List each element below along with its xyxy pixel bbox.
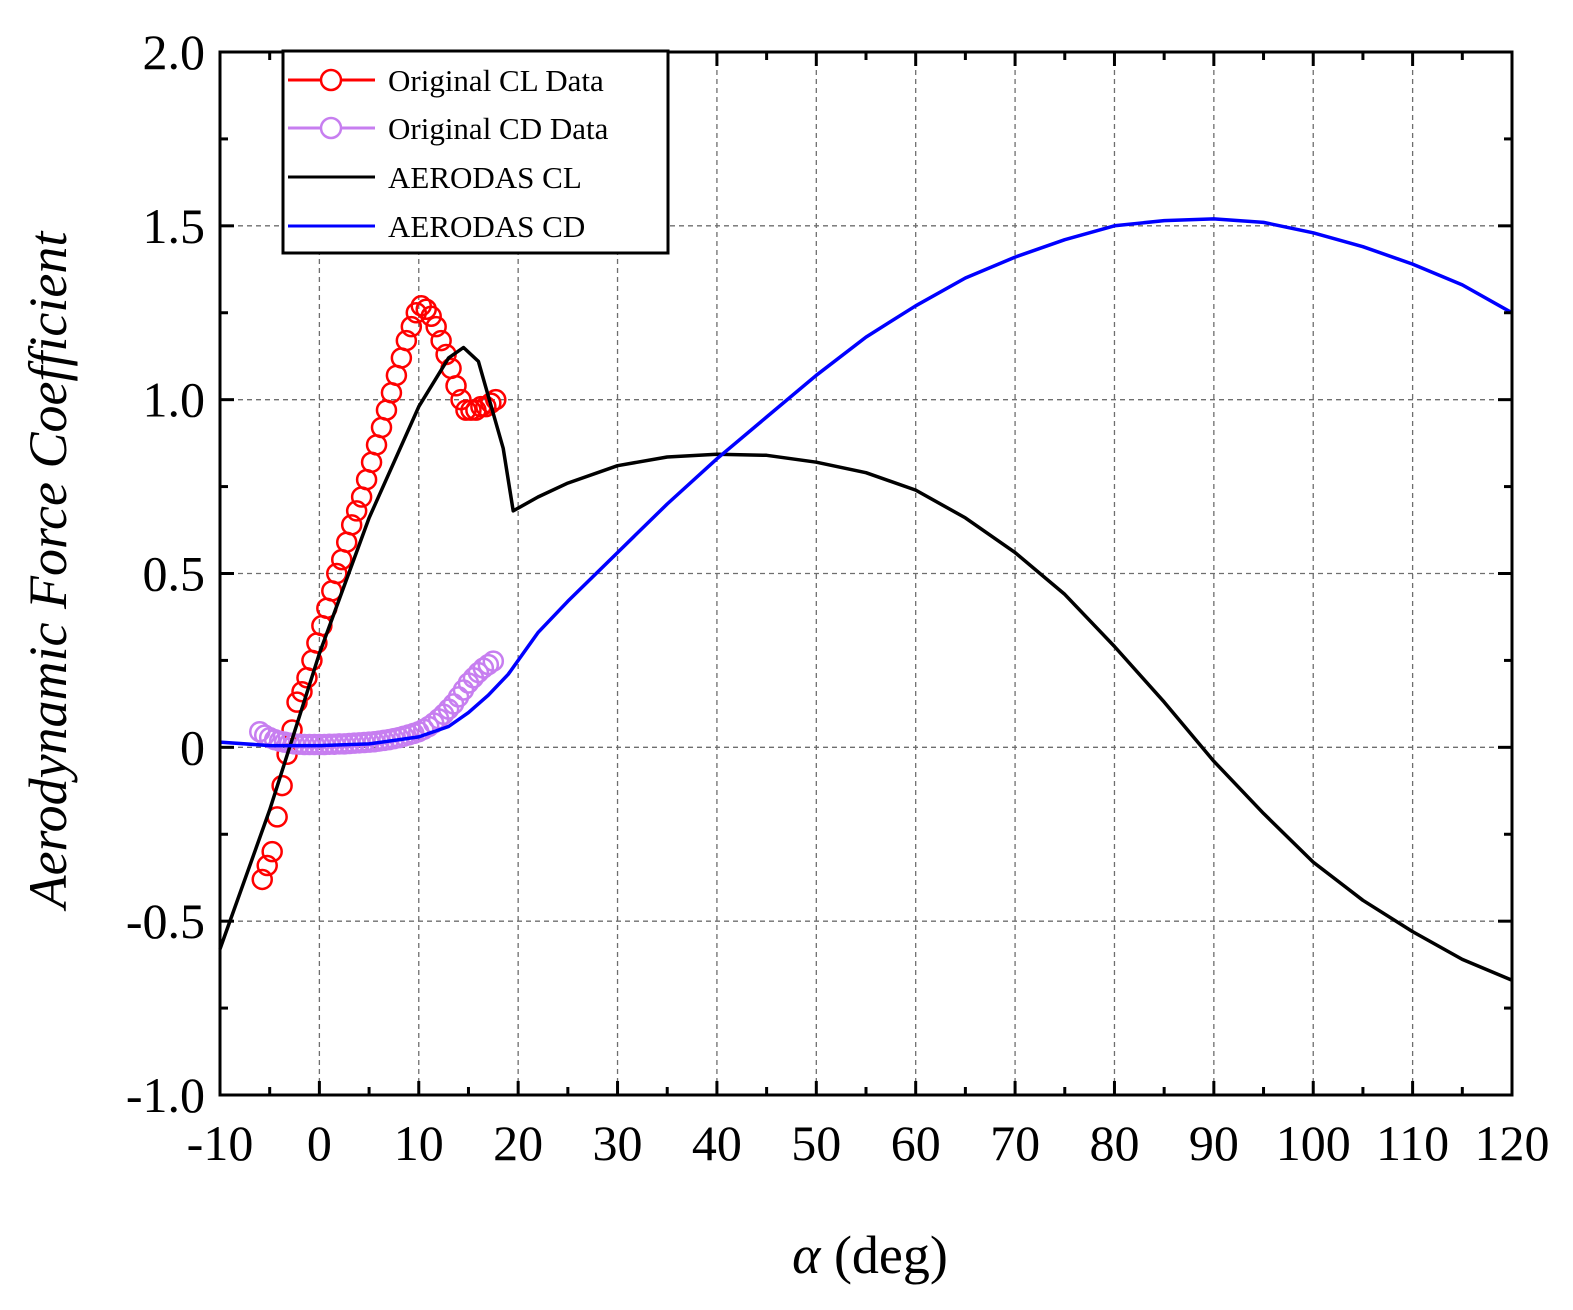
x-tick-label: 120 — [1475, 1115, 1550, 1171]
data-point — [340, 514, 363, 536]
data-point — [251, 868, 273, 891]
series-line-aerodas-cl — [218, 345, 1513, 982]
series-line-aerodas-cd — [219, 217, 1513, 748]
x-tick-label: 90 — [1189, 1115, 1239, 1171]
data-point — [261, 840, 283, 863]
data-point — [420, 305, 442, 327]
x-tick-label: 0 — [307, 1115, 332, 1171]
data-point — [286, 691, 308, 713]
data-point — [400, 315, 423, 338]
x-tick-label: 60 — [891, 1115, 941, 1171]
legend-label-original-cl: Original CL Data — [388, 63, 604, 98]
series-original-cd-data — [249, 650, 505, 756]
x-tick-label: 70 — [990, 1115, 1040, 1171]
data-point — [256, 854, 278, 877]
data-point — [291, 680, 313, 703]
x-tick-label: 110 — [1376, 1115, 1449, 1171]
x-axis-unit: (deg) — [820, 1225, 947, 1285]
data-point — [335, 531, 358, 553]
x-tick-label: 10 — [394, 1115, 444, 1171]
data-point — [360, 451, 383, 473]
data-point — [365, 434, 388, 456]
y-tick-label: -0.5 — [126, 893, 205, 949]
legend-label-original-cd: Original CD Data — [388, 111, 609, 146]
x-axis-symbol: α — [792, 1225, 822, 1285]
data-point — [480, 392, 502, 414]
series-aerodas-cd — [219, 217, 1513, 748]
y-axis-title: Aerodynamic Force Coefficient — [18, 230, 78, 912]
legend-item-aerodas-cd: AERODAS CD — [288, 209, 585, 244]
data-point — [390, 347, 413, 369]
data-point — [370, 416, 393, 439]
data-point — [385, 364, 408, 387]
legend-item-original-cd: Original CD Data — [288, 111, 609, 146]
data-point — [375, 399, 398, 421]
x-tick-label: 30 — [593, 1115, 643, 1171]
y-tick-label: 1.0 — [143, 372, 206, 428]
x-tick-label: -10 — [187, 1115, 254, 1171]
y-tick-label: 0.5 — [143, 546, 206, 602]
data-point — [477, 653, 500, 676]
plot-area — [218, 217, 1513, 982]
data-point — [355, 468, 378, 491]
legend-box — [281, 49, 670, 255]
data-point — [395, 329, 418, 352]
data-point — [482, 650, 505, 672]
y-tick-label: 2.0 — [143, 24, 206, 80]
y-axis: -1.0 -0.5 0 0.5 1.0 1.5 2.0 — [126, 24, 205, 1123]
legend-label-aerodas-cd: AERODAS CD — [388, 209, 585, 244]
data-point — [326, 562, 348, 585]
data-point — [430, 329, 452, 352]
data-point — [345, 500, 368, 522]
y-tick-label: 0 — [180, 719, 205, 775]
x-tick-label: 40 — [692, 1115, 742, 1171]
legend-marker-original-cl — [319, 68, 343, 92]
x-axis-title: α (deg) — [792, 1225, 948, 1285]
legend-marker-original-cd — [319, 116, 343, 140]
legend-item-original-cl: Original CL Data — [288, 63, 604, 98]
series-original-cl-data — [251, 295, 507, 891]
series-aerodas-cl — [218, 345, 1513, 982]
x-tick-label: 80 — [1089, 1115, 1139, 1171]
y-tick-label: 1.5 — [143, 198, 206, 254]
x-tick-label: 20 — [493, 1115, 543, 1171]
data-point — [425, 315, 447, 338]
data-point — [445, 375, 467, 397]
x-tick-label: 50 — [791, 1115, 841, 1171]
x-axis: -10 0 10 20 30 40 50 60 70 80 90 100 110 120 — [187, 1115, 1550, 1171]
legend-label-aerodas-cl: AERODAS CL — [388, 160, 582, 195]
y-tick-label: -1.0 — [126, 1067, 205, 1123]
data-point — [485, 388, 507, 411]
legend: Original CL Data Original CD Data AERODA… — [281, 49, 670, 255]
legend-item-aerodas-cl: AERODAS CL — [288, 160, 582, 195]
x-tick-label: 100 — [1276, 1115, 1351, 1171]
